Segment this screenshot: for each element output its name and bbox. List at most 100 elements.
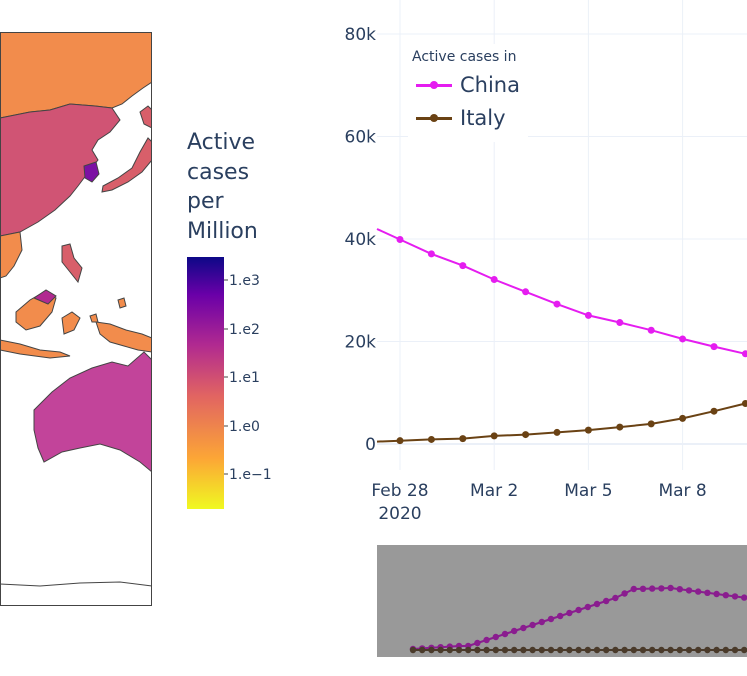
y-tick-label: 20k: [345, 333, 377, 353]
range-slider-point-china: [483, 636, 490, 644]
data-point-italy[interactable]: [459, 435, 467, 443]
data-point-china[interactable]: [522, 288, 530, 296]
series-layer: [376, 228, 747, 445]
map-frame: [0, 32, 152, 606]
range-slider-point-china: [731, 593, 739, 600]
data-point-china[interactable]: [679, 335, 687, 343]
range-slider-point-italy: [649, 646, 656, 654]
range-slider-point-italy: [639, 646, 647, 654]
series-line-italy[interactable]: [376, 402, 746, 443]
range-slider-point-italy: [676, 646, 683, 654]
axis-layer: 0 20k 40k 60k 80k Feb 28 2020 Mar 2 Mar 5 Mar 8: [345, 25, 707, 524]
data-point-china[interactable]: [616, 319, 624, 327]
data-point-china[interactable]: [741, 350, 747, 358]
range-slider-point-italy: [557, 646, 564, 654]
range-slider-point-italy: [593, 646, 601, 654]
range-slider-point-china: [575, 606, 582, 614]
map-region-philippines: [61, 243, 83, 284]
map-region-korea: [83, 161, 100, 183]
colorbar-ticks: 1.e3 1.e2 1.e1 1.e0 1.e−1: [224, 273, 272, 483]
range-slider-point-italy: [621, 646, 628, 654]
colorbar-title-line: Million: [187, 218, 258, 244]
data-point-italy[interactable]: [427, 435, 435, 443]
colorbar-tick-label: 1.e2: [229, 322, 260, 338]
data-point-italy[interactable]: [616, 423, 624, 431]
range-slider-point-italy: [538, 646, 545, 654]
data-point-italy[interactable]: [396, 437, 404, 445]
range-slider-point-italy: [741, 646, 747, 654]
colorbar: [187, 257, 224, 509]
colorbar-title-line: Active: [187, 130, 256, 155]
range-slider-point-china: [713, 590, 720, 598]
range-slider-point-italy: [474, 646, 481, 654]
range-slider-point-italy: [483, 646, 490, 654]
range-slider-point-italy: [658, 646, 665, 654]
range-slider-point-italy: [437, 646, 444, 654]
map-region-sabah: [32, 289, 57, 305]
range-slider-point-china: [584, 603, 591, 611]
series-line-china[interactable]: [376, 228, 746, 355]
data-point-china[interactable]: [459, 262, 467, 270]
range-slider-point-china: [676, 586, 683, 593]
legend-title: Active cases in: [412, 49, 517, 65]
legend-label-china: China: [460, 73, 520, 97]
data-point-italy[interactable]: [679, 414, 687, 422]
range-slider-background: [377, 545, 747, 657]
colorbar-tick-label: 1.e3: [229, 273, 260, 289]
range-slider-point-china: [649, 585, 656, 592]
map-region-sulawesi: [61, 311, 81, 335]
data-point-china[interactable]: [710, 343, 718, 351]
data-point-china[interactable]: [490, 275, 498, 283]
range-slider-point-italy: [713, 646, 720, 654]
range-slider-point-italy: [612, 646, 619, 654]
data-point-italy[interactable]: [522, 431, 530, 439]
data-point-china[interactable]: [427, 250, 435, 258]
legend-swatch-china: [414, 79, 454, 91]
range-slider-point-italy: [667, 646, 674, 654]
legend: Active cases in China Italy: [408, 44, 528, 142]
data-point-china[interactable]: [584, 311, 592, 319]
map-region-island: [117, 297, 127, 309]
range-slider-point-china: [593, 600, 601, 608]
map-region-java: [0, 339, 71, 359]
range-slider-point-china: [529, 621, 536, 629]
choropleth-map[interactable]: 1.e3 1.e2 1.e1 1.e0 1.e−1: [0, 0, 300, 676]
legend-item-italy[interactable]: Italy: [414, 105, 506, 131]
range-slider-point-italy: [529, 646, 536, 654]
range-slider[interactable]: [377, 545, 747, 657]
range-slider-point-china: [520, 624, 527, 632]
colorbar-title-line: cases: [187, 159, 250, 185]
legend-item-china[interactable]: China: [414, 72, 520, 98]
map-region-island: [89, 313, 99, 323]
range-slider-point-italy: [722, 646, 729, 654]
range-slider-point-italy: [455, 646, 463, 654]
range-slider-series: [409, 584, 747, 654]
data-point-italy[interactable]: [490, 432, 498, 440]
data-point-italy[interactable]: [553, 428, 561, 436]
range-slider-point-china: [538, 618, 545, 626]
x-tick-label: Feb 28: [371, 481, 428, 501]
colorbar-tick-label: 1.e1: [229, 370, 260, 386]
data-point-italy[interactable]: [741, 400, 747, 408]
data-point-italy[interactable]: [710, 407, 718, 415]
x-tick-label: Mar 2: [470, 481, 518, 501]
data-point-italy[interactable]: [584, 426, 592, 434]
data-point-italy[interactable]: [647, 420, 655, 428]
range-slider-point-italy: [419, 646, 426, 654]
data-point-china[interactable]: [553, 300, 561, 308]
range-slider-point-china: [501, 630, 509, 638]
range-slider-point-italy: [584, 646, 591, 654]
y-tick-label: 40k: [345, 230, 377, 250]
data-point-china[interactable]: [647, 326, 655, 334]
range-slider-point-italy: [566, 646, 573, 654]
range-slider-point-china: [630, 585, 637, 593]
range-slider-point-china: [685, 587, 693, 594]
range-slider-point-china: [612, 594, 619, 602]
range-slider-point-china: [658, 585, 665, 592]
range-slider-point-china: [621, 590, 628, 597]
map-region-china: [0, 103, 121, 237]
range-slider-point-china: [474, 639, 481, 647]
range-slider-point-italy: [731, 646, 739, 654]
data-point-china[interactable]: [396, 236, 404, 244]
range-slider-point-china: [667, 584, 674, 592]
